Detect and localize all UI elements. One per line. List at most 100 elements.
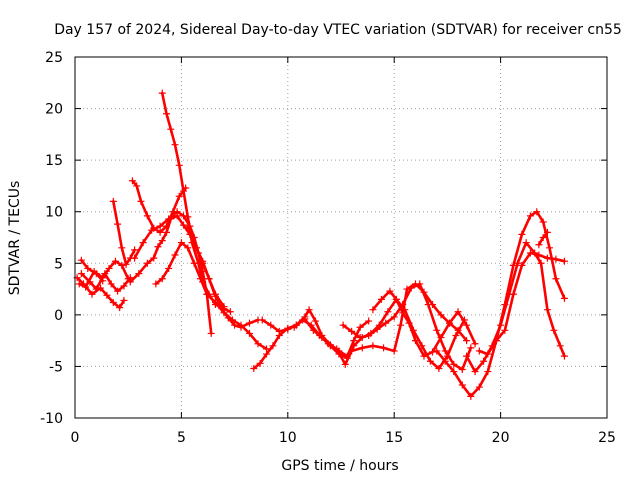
data-point xyxy=(497,321,505,329)
data-point xyxy=(397,321,405,329)
data-point xyxy=(339,321,347,329)
data-point xyxy=(556,342,564,350)
tick-layer: 0 5 10 15 20 25 -10 -5 0 5 10 15 20 25 xyxy=(40,50,616,446)
series-sat-l xyxy=(250,315,351,372)
data-point xyxy=(180,212,188,220)
data-point xyxy=(152,280,160,288)
data-point xyxy=(471,340,479,348)
data-point xyxy=(177,239,185,247)
data-point xyxy=(467,392,475,400)
data-point xyxy=(203,290,211,298)
data-point xyxy=(543,254,551,262)
data-point xyxy=(258,316,266,324)
data-point xyxy=(484,350,492,358)
data-point xyxy=(365,317,373,325)
data-point xyxy=(437,334,445,342)
data-point xyxy=(143,259,151,267)
data-point xyxy=(150,254,158,262)
series-sat-e xyxy=(109,197,139,268)
data-point xyxy=(218,305,226,313)
data-point xyxy=(99,277,107,285)
data-point xyxy=(392,295,400,303)
data-point xyxy=(250,364,258,372)
data-point xyxy=(120,282,128,290)
data-point xyxy=(467,344,475,352)
data-point xyxy=(184,223,192,231)
data-point xyxy=(114,220,122,228)
data-point xyxy=(539,234,547,241)
data-point xyxy=(316,331,324,339)
data-point xyxy=(199,259,207,267)
data-point xyxy=(254,340,262,348)
data-point xyxy=(384,308,392,316)
data-point xyxy=(403,285,411,293)
data-point xyxy=(205,275,213,283)
data-point xyxy=(458,366,466,374)
data-point xyxy=(537,259,545,267)
series-sat-s xyxy=(463,239,568,376)
data-point xyxy=(101,270,109,278)
data-point xyxy=(450,368,458,376)
data-point xyxy=(275,327,283,335)
data-point xyxy=(84,264,92,272)
data-point xyxy=(501,326,509,334)
data-point xyxy=(231,321,239,329)
data-point xyxy=(348,347,356,355)
data-point xyxy=(92,285,100,293)
data-point xyxy=(131,246,139,254)
data-point xyxy=(539,218,547,226)
data-point xyxy=(475,383,483,391)
data-point xyxy=(429,301,437,309)
data-point xyxy=(471,368,479,376)
data-point xyxy=(180,187,188,195)
data-point xyxy=(446,319,454,327)
data-point xyxy=(86,278,94,286)
y-tick-label: 5 xyxy=(54,256,63,272)
data-point xyxy=(552,255,560,263)
data-point xyxy=(245,319,253,327)
data-point xyxy=(518,230,526,238)
data-point xyxy=(126,278,134,286)
series-sat-h xyxy=(158,89,234,316)
data-point xyxy=(411,280,419,288)
data-point xyxy=(484,368,492,376)
data-point xyxy=(324,340,332,348)
chart-title: Day 157 of 2024, Sidereal Day-to-day VTE… xyxy=(54,22,622,38)
data-point xyxy=(143,212,151,220)
data-point xyxy=(380,344,388,352)
data-point xyxy=(475,347,483,355)
data-point xyxy=(92,270,100,278)
data-point xyxy=(535,251,543,259)
data-point xyxy=(184,244,192,252)
data-point xyxy=(118,261,126,269)
data-point xyxy=(267,321,275,329)
data-point xyxy=(128,177,136,185)
data-point xyxy=(197,275,205,283)
data-point xyxy=(105,264,113,272)
data-point xyxy=(116,304,124,312)
data-point xyxy=(543,228,551,236)
data-point xyxy=(158,237,166,245)
data-point xyxy=(533,208,541,216)
data-point xyxy=(348,327,356,335)
data-point xyxy=(109,298,117,306)
series-line xyxy=(80,258,104,283)
data-point xyxy=(480,357,488,365)
data-point xyxy=(518,261,526,269)
y-tick-label: 15 xyxy=(45,153,63,169)
data-point xyxy=(382,319,390,327)
data-point xyxy=(263,350,271,358)
series-line xyxy=(112,200,136,266)
data-point xyxy=(426,357,434,365)
data-point xyxy=(463,352,471,360)
x-tick-label: 25 xyxy=(598,430,616,446)
data-point xyxy=(514,259,522,267)
series-line xyxy=(131,179,187,234)
data-point xyxy=(82,283,90,291)
data-point xyxy=(88,290,96,298)
data-point xyxy=(399,309,407,317)
data-point xyxy=(171,251,179,259)
series-line xyxy=(252,317,349,370)
data-point xyxy=(167,215,175,223)
data-point xyxy=(245,329,253,337)
